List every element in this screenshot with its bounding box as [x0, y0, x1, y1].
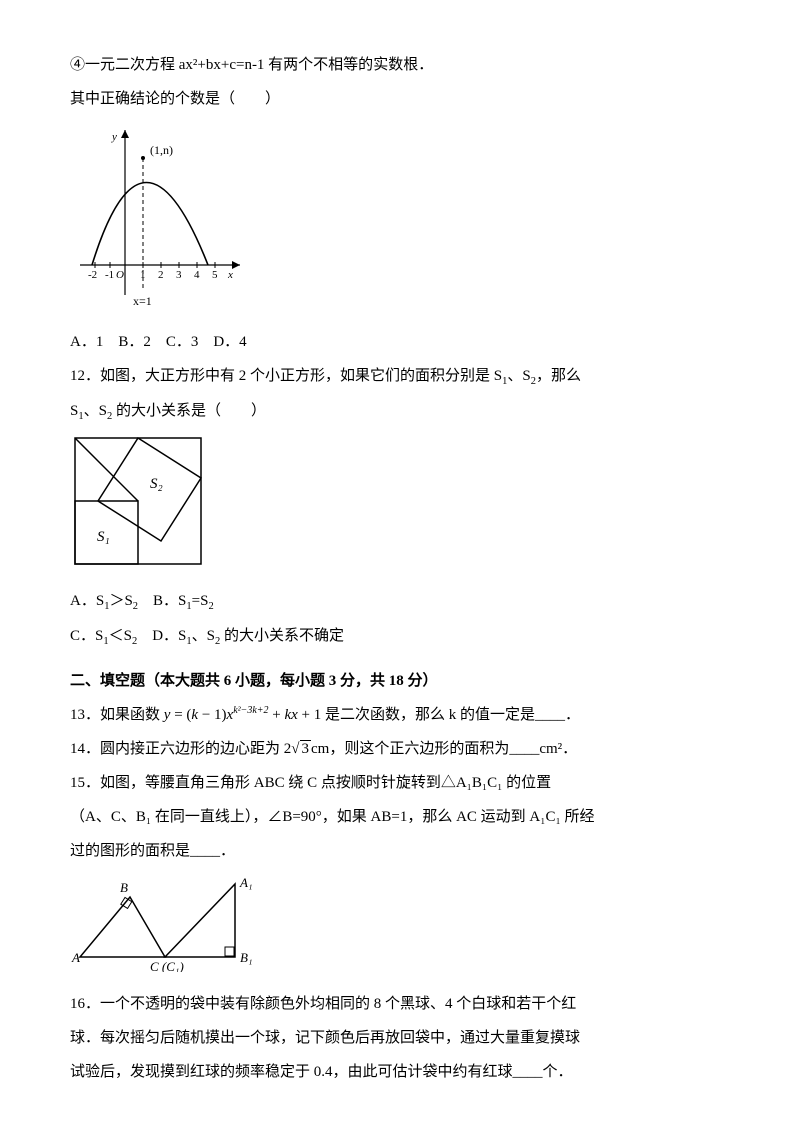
section2-title: 二、填空题（本大题共 6 小题，每小题 3 分，共 18 分）	[70, 666, 730, 696]
svg-text:A: A	[71, 950, 80, 965]
svg-text:C (C₁): C (C₁)	[150, 959, 184, 972]
svg-text:x=1: x=1	[133, 294, 152, 308]
q11-stmt4: ④一元二次方程 ax²+bx+c=n-1 有两个不相等的实数根．	[70, 50, 730, 80]
q11-options: A．1 B．2 C．3 D．4	[70, 327, 730, 357]
q15-a: 15．如图，等腰直角三角形 ABC 绕 C 点按顺时针旋转到△A₁B₁C₁ 的位…	[70, 768, 730, 798]
svg-text:-1: -1	[105, 269, 114, 281]
svg-text:B: B	[120, 880, 128, 895]
svg-text:B₁: B₁	[240, 950, 252, 965]
svg-text:x: x	[227, 269, 233, 281]
svg-text:O: O	[116, 269, 124, 281]
svg-text:A₁: A₁	[239, 875, 252, 890]
q12-options-cd: C．S1＜S2 D．S1、S2 的大小关系不确定	[70, 621, 730, 652]
svg-text:5: 5	[212, 269, 218, 281]
svg-text:-2: -2	[88, 269, 97, 281]
q13: 13．如果函数 y = (k − 1)xk²−3k+2 + kx + 1 是二次…	[70, 700, 730, 730]
q15-c: 过的图形的面积是____．	[70, 836, 730, 866]
svg-text:(1,n): (1,n)	[150, 143, 173, 157]
svg-text:3: 3	[176, 269, 182, 281]
q12-options-ab: A．S1＞S2 B．S1=S2	[70, 586, 730, 617]
q11-prompt: 其中正确结论的个数是（ ）	[70, 84, 730, 114]
q15-b: （A、C、B₁ 在同一直线上），∠B=90°，如果 AB=1，那么 AC 运动到…	[70, 802, 730, 832]
svg-text:y: y	[111, 131, 117, 143]
q15-figure: A B C (C₁) A₁ B₁	[70, 872, 730, 983]
q12-text: 12．如图，大正方形中有 2 个小正方形，如果它们的面积分别是 S1、S2，那么	[70, 361, 730, 392]
svg-text:S₁: S₁	[97, 529, 110, 545]
svg-text:S₂: S₂	[150, 476, 163, 492]
q16-b: 球．每次摇匀后随机摸出一个球，记下颜色后再放回袋中，通过大量重复摸球	[70, 1023, 730, 1053]
q14: 14．圆内接正六边形的边心距为 23cm，则这个正六边形的面积为____cm²．	[70, 734, 730, 764]
q12-figure: S₁ S₂	[70, 433, 730, 580]
q16-c: 试验后，发现摸到红球的频率稳定于 0.4，由此可估计袋中约有红球____个．	[70, 1057, 730, 1087]
q12-text-b: S1、S2 的大小关系是（ ）	[70, 396, 730, 427]
svg-text:4: 4	[194, 269, 200, 281]
q11-graph: -2 -1 O 1 2 3 4 5 x y (1,n) x=1	[70, 120, 730, 321]
q16-a: 16．一个不透明的袋中装有除颜色外均相同的 8 个黑球、4 个白球和若干个红	[70, 989, 730, 1019]
svg-text:2: 2	[158, 269, 164, 281]
